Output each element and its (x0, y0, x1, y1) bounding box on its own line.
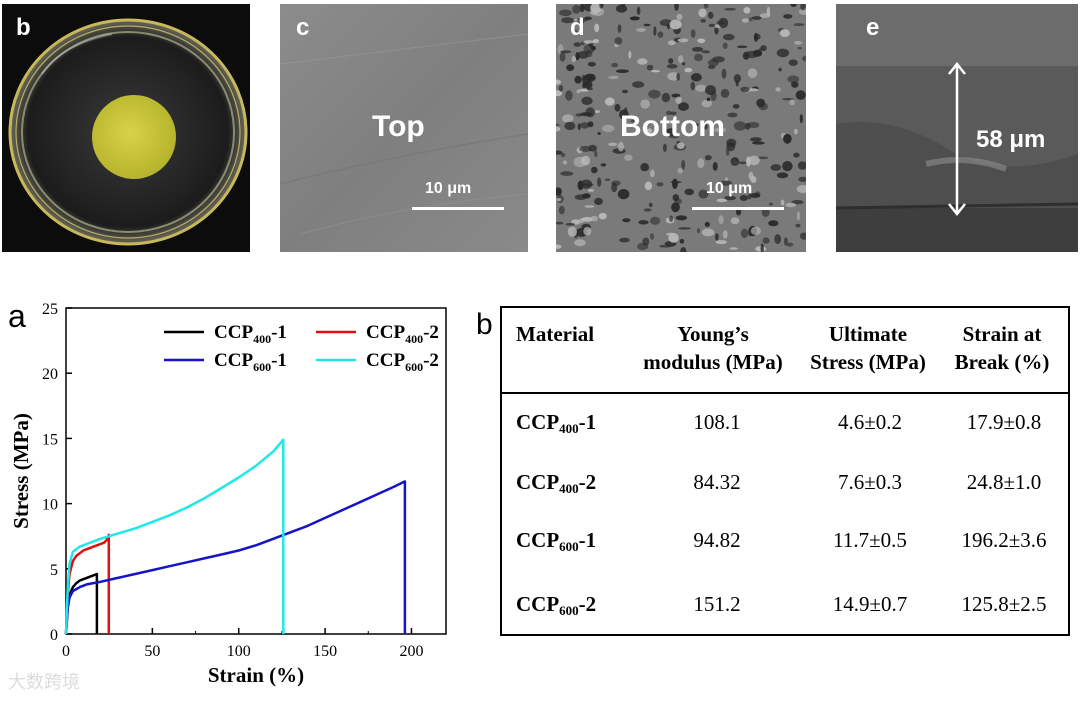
header-material-text: Material (516, 322, 595, 346)
panel-label-d: d (570, 14, 585, 41)
material-sub: 400 (559, 481, 579, 496)
sem-top-texture (280, 4, 528, 252)
material-sub: 400 (559, 421, 579, 436)
watermark: 大数跨境 (8, 672, 80, 693)
sem-bottom-image (556, 4, 806, 252)
table-cell-stress: 7.6±0.3 (837, 470, 903, 494)
scale-bar-c (412, 207, 504, 210)
stress-strain-chart: 0 50 100 150 200 0 5 10 15 20 25 Strain (%) Stress… (9, 301, 447, 687)
legend-label: CCP600-1 (214, 350, 287, 374)
header-divider (502, 392, 1068, 394)
header-modulus-line2: modulus (MPa) (643, 350, 783, 374)
x-tick-label: 0 (62, 643, 70, 660)
top-surface-label: Top (372, 110, 425, 143)
table-cell-strain: 196.2±3.6 (961, 528, 1047, 552)
table-cell-stress: 14.9±0.7 (832, 592, 908, 616)
table-row-material: CCP400-2 (516, 470, 596, 495)
y-tick-label: 5 (50, 562, 58, 579)
material-base: CCP (516, 410, 560, 434)
material-base: CCP (516, 592, 560, 616)
legend-label: CCP400-1 (214, 322, 287, 346)
petri-dish-illustration (2, 4, 250, 252)
thickness-arrow (948, 61, 966, 217)
material-suffix: -1 (578, 410, 597, 434)
panel-label-b-table: b (476, 308, 493, 341)
table-cell-strain: 24.8±1.0 (966, 470, 1042, 494)
x-tick-label: 50 (144, 643, 160, 660)
scale-bar-d (692, 207, 784, 210)
x-tick-label: 150 (313, 643, 337, 660)
y-tick-label: 20 (42, 366, 58, 383)
material-suffix: -2 (578, 470, 597, 494)
header-modulus: Young’s modulus (MPa) (628, 320, 798, 376)
table-row-material: CCP600-2 (516, 592, 596, 617)
chart-legend: CCP400-1 CCP400-2 CCP600-1 CCP600-2 (164, 322, 439, 374)
material-suffix: -2 (578, 592, 597, 616)
header-modulus-line1: Young’s (677, 322, 749, 346)
table-row-material: CCP400-1 (516, 410, 596, 435)
y-tick-label: 25 (42, 301, 58, 318)
table-cell-strain: 125.8±2.5 (961, 592, 1047, 616)
table-row-material: CCP600-1 (516, 528, 596, 553)
material-base: CCP (516, 470, 560, 494)
panel-label-a: a (8, 298, 26, 334)
panel-label-e: e (866, 14, 880, 41)
panel-label-b-photo: b (16, 14, 31, 41)
header-stress-line1: Ultimate (828, 322, 908, 346)
header-strain: Strain at Break (%) (940, 320, 1064, 376)
plot-frame (65, 307, 447, 635)
scale-bar-label-c: 10 μm (425, 180, 472, 197)
header-stress: Ultimate Stress (MPa) (800, 320, 936, 376)
x-tick-label: 100 (227, 643, 251, 660)
table-cell-stress: 11.7±0.5 (833, 528, 907, 552)
axis-ticks: 0 50 100 150 200 0 5 10 15 20 25 (42, 301, 423, 660)
sem-bottom-pores (556, 4, 806, 252)
series-curves (64, 438, 407, 635)
table-cell-modulus: 108.1 (693, 410, 741, 434)
table-cell-modulus: 84.32 (693, 470, 741, 494)
series-line-ccp400-2 (64, 533, 111, 635)
y-tick-label: 10 (42, 497, 58, 514)
table-cell-modulus: 94.82 (693, 528, 741, 552)
y-tick-label: 0 (50, 627, 58, 644)
x-tick-label: 200 (399, 643, 423, 660)
x-axis-label: Strain (%) (208, 663, 304, 687)
sem-top-image (280, 4, 528, 252)
header-stress-line2: Stress (MPa) (810, 350, 926, 374)
table-cell-stress: 4.6±0.2 (837, 410, 903, 434)
series-line-ccp600-1 (64, 480, 407, 635)
scale-bar-label-d: 10 μm (706, 180, 753, 197)
material-suffix: -1 (578, 528, 597, 552)
membrane-photo (2, 4, 250, 252)
properties-table: Material Young’s modulus (MPa) Ultimate … (500, 306, 1070, 636)
series-line-ccp600-2 (64, 438, 285, 635)
membrane-disc (92, 95, 176, 179)
table-cell-modulus: 151.2 (693, 592, 741, 616)
legend-label: CCP400-2 (366, 322, 439, 346)
header-strain-line1: Strain at (962, 322, 1042, 346)
panel-label-c: c (296, 14, 310, 41)
bottom-surface-label: Bottom (620, 110, 725, 143)
thickness-label: 58 μm (976, 126, 1046, 153)
legend-label: CCP600-2 (366, 350, 439, 374)
y-axis-label: Stress (MPa) (9, 413, 33, 529)
header-material: Material (516, 320, 594, 348)
material-base: CCP (516, 528, 560, 552)
table-cell-strain: 17.9±0.8 (966, 410, 1042, 434)
header-strain-line2: Break (%) (954, 350, 1050, 374)
material-sub: 600 (559, 539, 579, 554)
material-sub: 600 (559, 603, 579, 618)
y-tick-label: 15 (42, 431, 58, 448)
